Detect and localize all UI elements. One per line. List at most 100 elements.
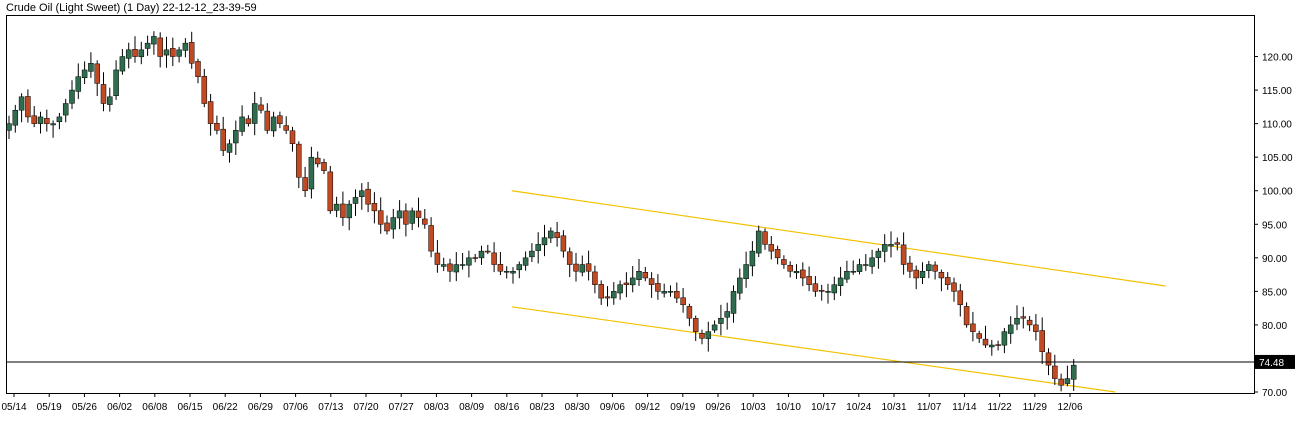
candle-body <box>516 264 523 271</box>
candle-body <box>245 118 252 124</box>
x-tick-label: 08/16 <box>494 402 519 413</box>
y-tick-label: 110.00 <box>1262 120 1292 131</box>
candle-body <box>440 264 447 267</box>
candle-body <box>56 116 63 122</box>
candle-body <box>680 297 686 306</box>
candle-body <box>913 269 919 279</box>
candle-body <box>340 203 346 218</box>
candle-body <box>403 210 409 225</box>
candle-layer <box>6 31 1077 392</box>
candle-body <box>352 197 359 204</box>
y-tick-label: 80.00 <box>1262 321 1287 332</box>
x-axis: 05/14 05/19 05/26 06/02 06/08 06/15 06/22 06/29… <box>1 393 1083 413</box>
candle-body <box>289 130 296 145</box>
candle-body <box>661 291 667 294</box>
candle-body <box>415 210 422 218</box>
candle-body <box>1045 352 1052 366</box>
candle-body <box>396 210 403 219</box>
candle-body <box>1026 319 1033 326</box>
candle-body <box>151 36 157 45</box>
candle-body <box>831 284 838 294</box>
candle-body <box>239 116 245 132</box>
candle-body <box>195 61 201 77</box>
candle-body <box>283 125 289 131</box>
current-price-badge <box>1255 354 1295 369</box>
candle-body <box>989 344 995 348</box>
candle-body <box>535 244 541 251</box>
candle-body <box>434 252 441 265</box>
candle-body <box>207 101 214 124</box>
candle-body <box>850 270 856 273</box>
x-tick-label: 09/12 <box>635 402 660 413</box>
candle-body <box>226 143 233 153</box>
candle-body <box>749 250 756 267</box>
candle-body <box>182 42 189 51</box>
candle-body <box>957 290 964 306</box>
x-tick-label: 11/29 <box>1023 402 1048 413</box>
candle-body <box>711 324 718 331</box>
candle-body <box>25 96 31 118</box>
candle-body <box>113 69 119 97</box>
candle-body <box>321 162 327 171</box>
candle-body <box>636 270 642 280</box>
candle-body <box>472 257 478 259</box>
candle-body <box>176 49 182 57</box>
candle-body <box>907 262 913 272</box>
candle-body <box>774 249 781 259</box>
candle-body <box>737 277 743 294</box>
candle-body <box>503 270 510 273</box>
candle-body <box>308 156 315 190</box>
candle-body <box>359 190 365 197</box>
candle-body <box>1020 316 1027 319</box>
x-tick-label: 08/23 <box>529 402 554 413</box>
candle-body <box>554 232 560 238</box>
candle-body <box>529 250 535 258</box>
x-tick-label: 06/15 <box>177 402 202 413</box>
candle-body <box>371 203 378 212</box>
candle-body <box>88 63 94 72</box>
candle-body <box>365 188 371 205</box>
candle-body <box>491 252 497 265</box>
candle-body <box>881 244 888 252</box>
channel-lower-line <box>511 306 1116 393</box>
candle-body <box>926 264 932 271</box>
candle-body <box>699 332 705 339</box>
candle-body <box>510 270 516 274</box>
candle-body <box>37 116 44 124</box>
candle-body <box>1058 378 1064 386</box>
candle-body <box>560 235 567 252</box>
candle-body <box>233 130 239 144</box>
candle-body <box>837 277 844 287</box>
candle-body <box>327 171 334 212</box>
x-tick-label: 05/26 <box>72 402 97 413</box>
candle-body <box>264 110 271 131</box>
x-tick-label: 12/06 <box>1057 402 1082 413</box>
x-tick-label: 11/22 <box>987 402 1012 413</box>
x-tick-label: 06/08 <box>142 402 167 413</box>
candle-body <box>875 250 882 258</box>
candle-body <box>617 284 623 294</box>
candle-body <box>384 222 390 232</box>
x-tick-label: 05/14 <box>1 402 26 413</box>
candle-body <box>119 56 126 72</box>
candle-body <box>667 291 674 293</box>
candle-body <box>806 276 812 285</box>
candle-body <box>856 264 863 272</box>
candle-body <box>1001 331 1008 346</box>
candle-body <box>18 96 25 111</box>
candle-body <box>422 218 428 225</box>
candle-body <box>1007 324 1014 334</box>
price-line-layer: 74.48 <box>6 354 1295 369</box>
candle-body <box>188 42 195 64</box>
plot-frame <box>6 15 1255 394</box>
candle-body <box>302 177 308 191</box>
candle-body <box>333 203 340 211</box>
candle-body <box>459 264 466 266</box>
candle-body <box>1070 364 1077 380</box>
x-tick-label: 07/13 <box>318 402 343 413</box>
candle-body <box>623 282 630 285</box>
candle-body <box>251 103 258 124</box>
candle-body <box>201 76 208 104</box>
x-tick-label: 09/06 <box>600 402 625 413</box>
